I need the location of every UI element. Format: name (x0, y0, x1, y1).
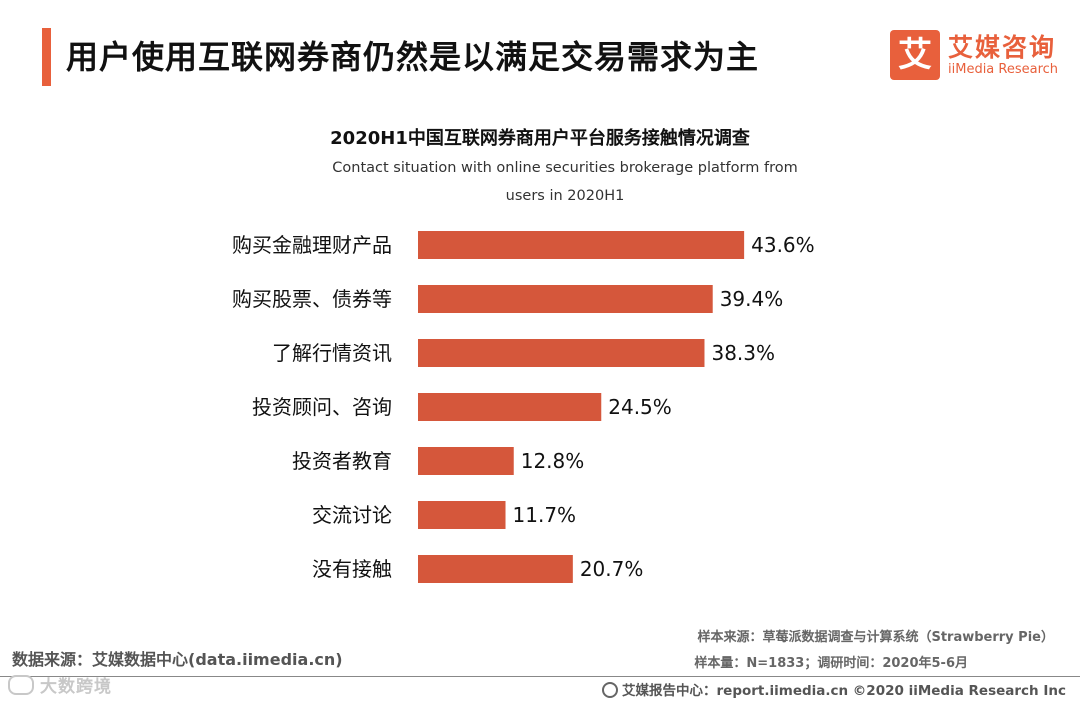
page-title: 用户使用互联网券商仍然是以满足交易需求为主 (66, 38, 760, 76)
bar (418, 339, 705, 367)
category-label: 了解行情资讯 (272, 341, 392, 365)
category-label: 投资者教育 (292, 449, 392, 473)
watermark-logo-icon (8, 675, 34, 695)
chart-subtitle-line2: users in 2020H1 (505, 188, 625, 204)
report-center-note: 艾媒报告中心：report.iimedia.cn ©2020 iiMedia R… (602, 679, 1066, 699)
category-label: 交流讨论 (312, 503, 392, 527)
bar (418, 555, 573, 583)
bar (418, 231, 745, 259)
value-label: 38.3% (711, 341, 775, 365)
value-label: 20.7% (580, 557, 644, 581)
footer-divider (0, 676, 1080, 677)
logo-cn-text: 艾媒咨询 (948, 33, 1057, 62)
value-label: 39.4% (720, 287, 784, 311)
watermark: 大数跨境 (8, 672, 112, 697)
category-label: 购买股票、债券等 (232, 287, 392, 311)
bar (418, 447, 514, 475)
value-label: 24.5% (608, 395, 672, 419)
value-label: 11.7% (513, 503, 577, 527)
chart-title: 2020H1中国互联网券商用户平台服务接触情况调查 (330, 128, 750, 149)
value-label: 12.8% (521, 449, 585, 473)
category-label: 投资顾问、咨询 (252, 395, 392, 419)
title-accent-bar (42, 28, 51, 86)
sample-size-note: 样本量：N=1833；调研时间：2020年5-6月 (694, 656, 968, 671)
bar (418, 501, 506, 529)
logo-mark: 艾 (890, 30, 940, 80)
bar (418, 285, 713, 313)
watermark-text: 大数跨境 (40, 677, 112, 697)
globe-icon (602, 682, 618, 698)
logo-en-text: iiMedia Research (948, 62, 1059, 77)
iimedia-logo: 艾 艾媒咨询 iiMedia Research (890, 28, 1060, 84)
category-label: 购买金融理财产品 (232, 233, 392, 257)
chart-subtitle: Contact situation with online securities… (315, 154, 815, 210)
chart-subtitle-line1: Contact situation with online securities… (332, 160, 798, 176)
data-source-note: 数据来源：艾媒数据中心(data.iimedia.cn) (12, 650, 343, 669)
sample-source-note: 样本来源：草莓派数据调查与计算系统（Strawberry Pie） (697, 630, 1054, 645)
report-center-text: 艾媒报告中心：report.iimedia.cn ©2020 iiMedia R… (622, 683, 1066, 699)
category-label: 没有接触 (312, 557, 392, 581)
bar (418, 393, 602, 421)
value-label: 43.6% (751, 233, 815, 257)
